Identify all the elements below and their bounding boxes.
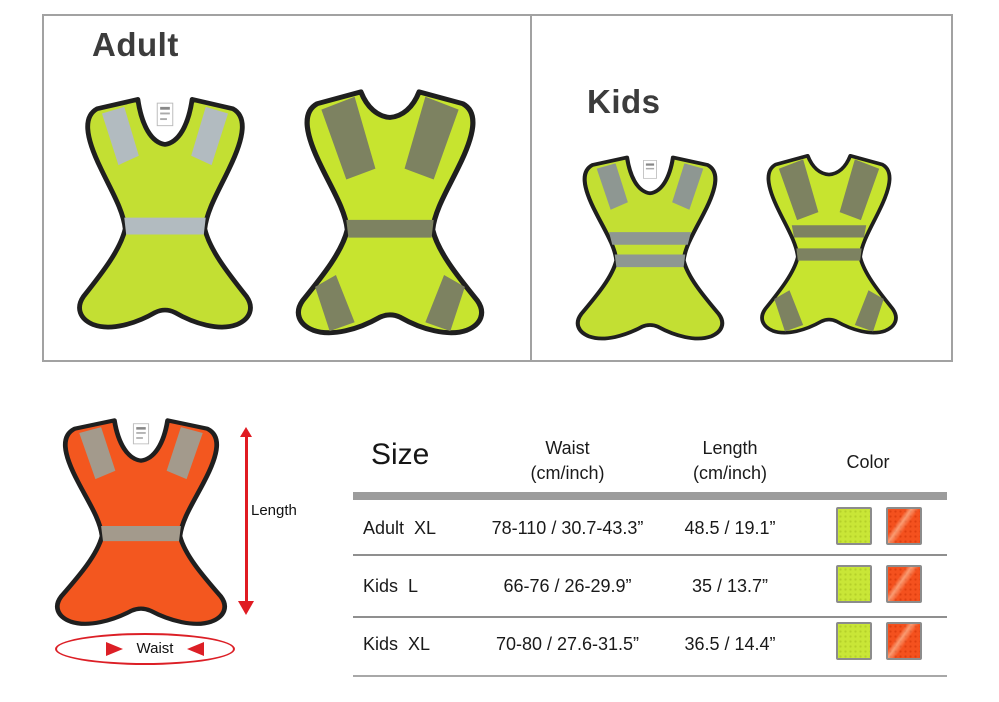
table-row: Kids L 66-76 / 26-29.9” 35 / 13.7” [353,576,947,600]
row-size-cell: Adult XL [363,518,437,538]
adult-section-label: Adult [92,26,179,63]
row-color-swatches [836,565,936,603]
fluorescent-orange-swatch [886,565,922,603]
row-color-swatches [836,507,936,545]
table-bottom-separator [353,675,947,677]
length-arrow-top-icon [240,427,252,437]
table-row-separator [353,616,947,618]
fluorescent-yellow-swatch [836,622,872,660]
waist-measure-label: Waist [124,640,186,657]
table-row-separator [353,554,947,556]
length-measure-label: Length [251,502,297,519]
row-waist-cell: 70-80 / 27.6-31.5” [495,634,640,654]
row-size-cell: Kids L [363,576,419,596]
kids-vest-front-image [568,150,732,344]
row-length-cell: 36.5 / 14.4” [684,634,776,654]
size-table: Size Waist (cm/inch) Length (cm/inch) Co… [353,428,947,690]
kids-vest-back-image [760,153,898,335]
row-waist-cell: 66-76 / 26-29.9” [503,576,632,596]
kids-section-label: Kids [587,83,661,120]
row-length-cell: 48.5 / 19.1” [684,518,776,538]
waist-header-title: Waist [545,438,590,458]
adult-vest-front-image [68,90,262,334]
row-size-cell: Kids XL [363,634,431,654]
length-arrow-line [245,436,248,604]
fluorescent-yellow-swatch [836,565,872,603]
length-header-title: Length [702,438,758,458]
row-length-cell: 35 / 13.7” [691,576,769,596]
fluorescent-yellow-swatch [836,507,872,545]
table-row: Adult XL 78-110 / 30.7-43.3” 48.5 / 19.1… [353,518,947,542]
size-column-header: Size [371,438,430,471]
adult-vest-back-image [286,84,494,340]
waist-ellipse-icon [55,633,235,665]
fluorescent-orange-swatch [886,507,922,545]
waist-arrow-left-icon [187,642,204,656]
waist-header-unit: (cm/inch) [530,463,605,483]
length-header-unit: (cm/inch) [692,463,767,483]
table-header-rule [353,492,947,500]
fluorescent-orange-swatch [886,622,922,660]
row-waist-cell: 78-110 / 30.7-43.3” [491,518,644,538]
length-arrow-bottom-icon [238,601,254,615]
panel-divider [530,16,532,360]
color-column-header: Color [846,452,890,472]
table-row: Kids XL 70-80 / 27.6-31.5” 36.5 / 14.4” [353,634,947,658]
orange-vest-measure-image [46,412,236,630]
waist-column-header: Waist (cm/inch) [460,436,675,486]
waist-arrow-right-icon [106,642,123,656]
length-column-header: Length (cm/inch) [640,436,820,486]
row-color-swatches [836,622,936,660]
